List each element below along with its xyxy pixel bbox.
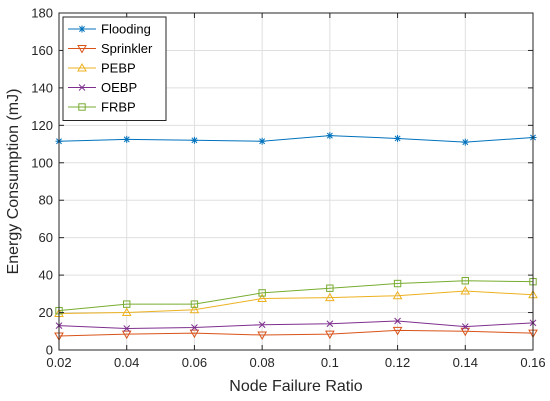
y-tick-label: 120 [31, 118, 53, 133]
x-tick-label: 0.14 [453, 355, 478, 370]
series-line [58, 280, 534, 312]
x-tick-label: 0.1 [321, 355, 339, 370]
y-tick-label: 140 [31, 80, 53, 95]
legend-label: Sprinkler [101, 41, 153, 56]
legend-label: Flooding [101, 22, 151, 37]
data-point [394, 317, 401, 325]
legend-label: PEBP [101, 61, 136, 76]
data-point [461, 138, 469, 146]
legend-label: FRBP [101, 100, 136, 115]
data-point [393, 279, 402, 288]
legend: Flooding Sprinkler PEBP OEBP FRBP [62, 16, 167, 121]
data-point [189, 304, 200, 314]
data-point [121, 330, 132, 340]
data-point [324, 292, 335, 302]
data-point [326, 320, 334, 328]
data-point [324, 330, 335, 340]
legend-box [62, 16, 167, 121]
data-point [191, 324, 198, 331]
legend-marker [77, 62, 87, 72]
data-point [460, 286, 471, 295]
x-axis-label: Node Failure Ratio [229, 378, 363, 395]
legend-marker [78, 25, 86, 33]
legend-item: OEBP [68, 80, 137, 95]
y-tick-label: 100 [31, 155, 53, 170]
data-point [394, 134, 402, 142]
data-point [123, 135, 131, 143]
legend-marker [77, 45, 87, 54]
data-point [326, 284, 334, 292]
series-line [58, 320, 534, 329]
data-point [190, 136, 198, 144]
legend-item: Sprinkler [68, 41, 153, 56]
y-tick-label: 180 [31, 6, 53, 21]
data-point [258, 321, 266, 329]
x-tick-label: 0.06 [182, 355, 207, 370]
data-point [190, 300, 199, 308]
series-line [58, 290, 534, 314]
data-point [123, 300, 131, 308]
plot-frame [58, 12, 534, 351]
data-point [121, 307, 132, 317]
data-point [123, 325, 131, 332]
data-point [257, 331, 268, 341]
data-point [392, 290, 403, 300]
legend-marker [78, 103, 86, 111]
data-point [258, 289, 266, 297]
series-line [58, 329, 534, 337]
y-tick-label: 80 [39, 193, 53, 208]
y-tick-label: 40 [39, 268, 53, 283]
data-point [461, 277, 469, 285]
data-point [461, 323, 469, 330]
data-point [460, 327, 471, 337]
series-line [58, 135, 534, 143]
y-tick-label: 160 [31, 43, 53, 58]
data-point [392, 326, 403, 336]
x-tick-label: 0.02 [46, 355, 71, 370]
x-tick-label: 0.04 [114, 355, 139, 370]
x-tick-label: 0.12 [385, 355, 410, 370]
y-tick-label: 20 [39, 305, 53, 320]
x-tick-label: 0.16 [520, 355, 545, 370]
legend-item: FRBP [68, 100, 136, 115]
legend-item: PEBP [68, 61, 136, 76]
data-point [326, 132, 334, 140]
data-point [257, 293, 268, 303]
y-tick-label: 0 [46, 343, 53, 358]
legend-label: OEBP [101, 80, 137, 95]
x-tick-label: 0.08 [249, 355, 274, 370]
legend-marker [78, 84, 86, 91]
data-point [189, 329, 200, 339]
series-sprinkler [54, 326, 538, 341]
data-point [258, 137, 266, 145]
axis-ticks: 0 20 40 60 80 100 120 140 160 180 0.02 0.04 0.06 0.08… [31, 6, 545, 371]
y-axis-label: Energy Consumption (mJ) [5, 89, 22, 275]
legend-item: Flooding [68, 22, 151, 37]
y-tick-label: 60 [39, 230, 53, 245]
